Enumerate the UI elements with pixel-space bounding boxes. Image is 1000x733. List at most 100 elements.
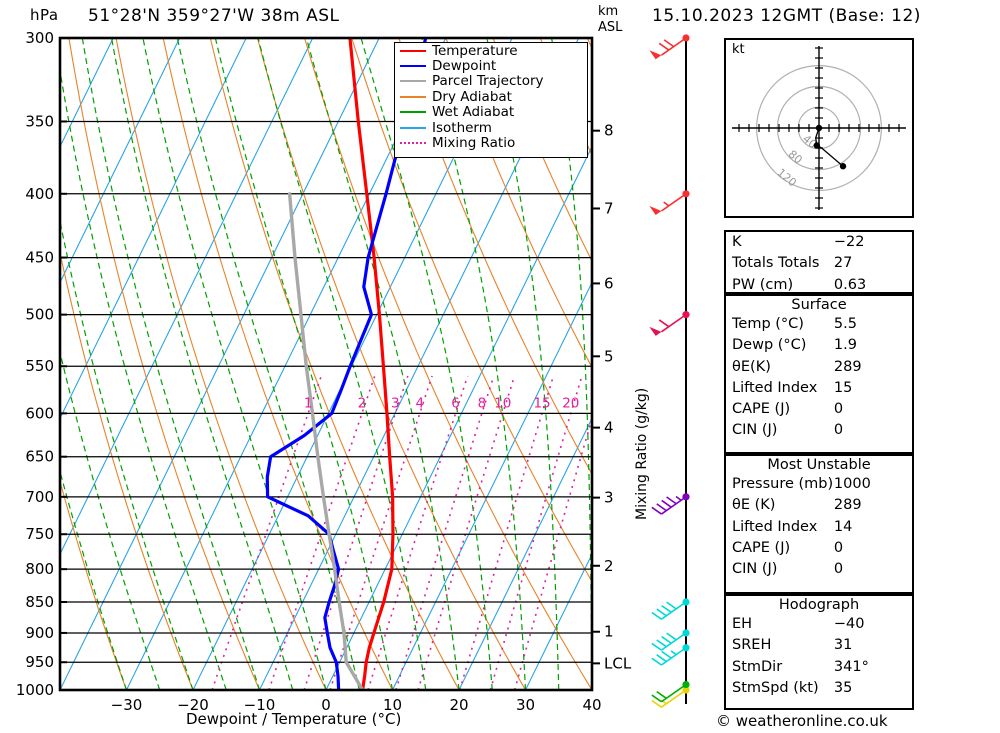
info-label: CIN (J) [732, 561, 778, 578]
info-label: K [732, 234, 742, 250]
legend: Temperature Dewpoint Parcel Trajectory Dry … [394, 42, 588, 158]
hodograph-unit-label: kt [732, 42, 745, 57]
info-value: 35 [833, 679, 853, 696]
legend-swatch [400, 49, 426, 52]
info-value: 0 [833, 401, 844, 418]
svg-text:650: 650 [25, 448, 54, 466]
info-row: CIN (J) 0 [726, 559, 912, 580]
page-title: 51°28'N 359°27'W 38m ASL [88, 6, 340, 26]
svg-text:−10: −10 [244, 696, 276, 714]
info-row: CAPE (J) 0 [726, 399, 912, 420]
wind-barb [651, 680, 690, 703]
svg-text:7: 7 [604, 199, 614, 217]
info-value: 27 [833, 255, 853, 272]
info-row: Lifted Index 14 [726, 517, 912, 538]
info-value: 1000 [833, 476, 871, 492]
info-label: CIN (J) [732, 422, 778, 439]
info-label: CAPE (J) [732, 539, 791, 556]
svg-text:300: 300 [25, 29, 54, 47]
wind-barb-column [640, 0, 710, 710]
hodograph-panel[interactable]: 40 80 120 kt [724, 38, 914, 218]
info-value: −22 [833, 234, 865, 250]
svg-text:15: 15 [533, 395, 550, 411]
skewt-diagram[interactable]: 300 350 400 450 500 550 600 650 700 750 800 850 900 9… [0, 0, 640, 733]
wind-barb [651, 644, 690, 666]
svg-text:4: 4 [415, 395, 424, 411]
info-value: 341° [833, 658, 869, 675]
svg-text:8: 8 [478, 395, 487, 411]
legend-swatch [400, 95, 426, 98]
legend-label: Isotherm [432, 119, 492, 136]
info-row: EH −40 [726, 614, 912, 635]
legend-swatch [400, 126, 426, 129]
altitude-unit-label-line2: ASL [598, 20, 623, 35]
info-row: Lifted Index 15 [726, 378, 912, 399]
legend-swatch [400, 65, 426, 68]
altitude-unit-label-line1: km [598, 4, 619, 19]
wind-barb [651, 493, 690, 515]
info-value: 14 [833, 518, 853, 535]
legend-item-parcel-trajectory: Parcel Trajectory [395, 73, 587, 89]
info-label: SREH [732, 637, 772, 654]
stability-indices-panel: K −22 Totals Totals 27 PW (cm) 0.63 [724, 230, 914, 294]
info-value: 289 [833, 497, 862, 514]
info-value: 0.63 [833, 276, 867, 293]
legend-swatch [400, 142, 426, 145]
legend-label: Dewpoint [432, 58, 497, 75]
info-label: Lifted Index [732, 379, 818, 396]
info-label: StmSpd (kt) [732, 679, 819, 696]
info-value: 31 [833, 637, 853, 654]
svg-text:2: 2 [358, 395, 367, 411]
hodograph-stats-title: Hodograph [778, 597, 860, 613]
svg-text:1: 1 [604, 623, 614, 641]
info-row: K −22 [726, 232, 912, 253]
info-row: θE(K) 289 [726, 357, 912, 378]
most-unstable-panel: Most Unstable Pressure (mb) 1000 θE (K) 289… [724, 454, 914, 594]
info-label: Pressure (mb) [732, 476, 834, 492]
info-label: CAPE (J) [732, 401, 791, 418]
info-value: 0 [833, 561, 844, 578]
info-row: CIN (J) 0 [726, 420, 912, 441]
svg-text:700: 700 [25, 488, 54, 506]
svg-text:−30: −30 [111, 696, 143, 714]
info-label: StmDir [732, 658, 783, 675]
svg-text:900: 900 [25, 624, 54, 642]
legend-swatch [400, 111, 426, 114]
svg-text:40: 40 [582, 696, 601, 714]
forecast-datetime: 15.10.2023 12GMT (Base: 12) [652, 6, 921, 26]
svg-text:750: 750 [25, 525, 54, 543]
info-value: 289 [833, 358, 862, 375]
hodograph-stats-panel: Hodograph EH −40 SREH 31 StmDir 341° StmSpd (k… [724, 594, 914, 710]
svg-text:800: 800 [25, 560, 54, 578]
most-unstable-panel-title: Most Unstable [767, 457, 871, 473]
svg-text:20: 20 [449, 696, 468, 714]
wind-barb [651, 629, 690, 651]
legend-item-dewpoint: Dewpoint [395, 58, 587, 75]
svg-text:550: 550 [25, 357, 54, 375]
info-label: Dewp (°C) [732, 337, 807, 354]
svg-text:3: 3 [391, 395, 400, 411]
info-row: SREH 31 [726, 635, 912, 656]
svg-text:0: 0 [321, 696, 331, 714]
svg-text:10: 10 [494, 395, 511, 411]
svg-text:450: 450 [25, 249, 54, 267]
info-row: StmDir 341° [726, 657, 912, 678]
svg-text:30: 30 [516, 696, 535, 714]
info-value: 0 [833, 422, 844, 439]
info-row: Temp (°C) 5.5 [726, 314, 912, 335]
wind-barb [649, 190, 690, 216]
info-label: EH [732, 616, 753, 632]
svg-text:2: 2 [604, 557, 614, 575]
legend-item-isotherm: Isotherm [395, 119, 587, 136]
info-row: θE (K) 289 [726, 495, 912, 516]
info-label: Temp (°C) [732, 316, 804, 332]
surface-panel: Surface Temp (°C) 5.5 Dewp (°C) 1.9 θE(K) 289… [724, 294, 914, 454]
info-label: Lifted Index [732, 518, 818, 535]
legend-swatch [400, 80, 426, 83]
svg-text:6: 6 [451, 395, 460, 411]
svg-text:850: 850 [25, 593, 54, 611]
legend-label: Temperature [432, 42, 518, 59]
svg-text:950: 950 [25, 653, 54, 671]
info-row: Dewp (°C) 1.9 [726, 335, 912, 356]
legend-item-temperature: Temperature [395, 42, 587, 59]
